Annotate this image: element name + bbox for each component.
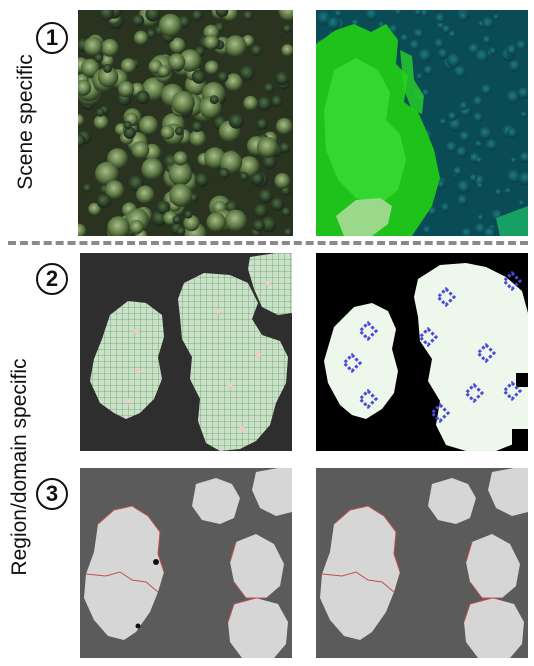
step-2-icon: 2 [36,263,68,295]
step-1-icon: 1 [36,22,68,54]
crown-marker [341,352,363,374]
scene-specific-label: Scene specific [14,54,37,190]
crown-marker [501,270,523,292]
crown-marker [417,326,439,348]
region-boundary-image-a [80,468,292,658]
crown-marker [475,342,497,364]
scene-segmentation-image [316,10,528,236]
step-3-icon: 3 [36,478,68,510]
crown-marker [463,382,485,404]
crown-marker-image [316,253,528,451]
forest-aerial-image [78,10,293,236]
region-boundary-image-b [316,468,528,658]
crown-marker [429,402,451,424]
crown-marker [357,388,379,410]
crown-marker [357,320,379,342]
region-domain-specific-label: Region/domain specific [8,358,31,576]
grid-mask-image [80,253,292,451]
crown-marker [501,380,523,402]
section-divider [8,241,528,245]
crown-marker [435,286,457,308]
